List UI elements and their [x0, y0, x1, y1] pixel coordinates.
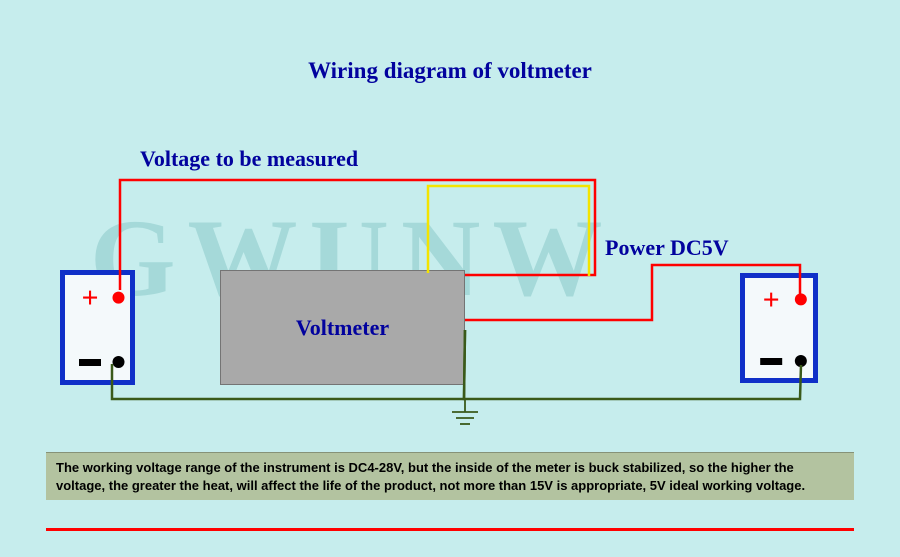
svg-text:+: + [763, 283, 780, 316]
ground-symbol-icon [452, 399, 478, 424]
voltmeter-label: Voltmeter [296, 315, 389, 341]
diagram-title: Wiring diagram of voltmeter [0, 58, 900, 84]
bottom-divider [46, 528, 854, 531]
label-voltage-measured: Voltage to be measured [140, 146, 358, 172]
svg-text:+: + [81, 282, 98, 315]
wire-yellow-sense [428, 186, 589, 276]
voltmeter-block: Voltmeter [220, 270, 465, 385]
battery-right: + [740, 273, 818, 383]
caption-note: The working voltage range of the instrum… [46, 452, 854, 500]
label-power-dc5v: Power DC5V [605, 235, 729, 261]
diagram-canvas: GWUNW Wiring diagram of voltmeter Voltag… [0, 0, 900, 557]
battery-left: + [60, 270, 135, 385]
